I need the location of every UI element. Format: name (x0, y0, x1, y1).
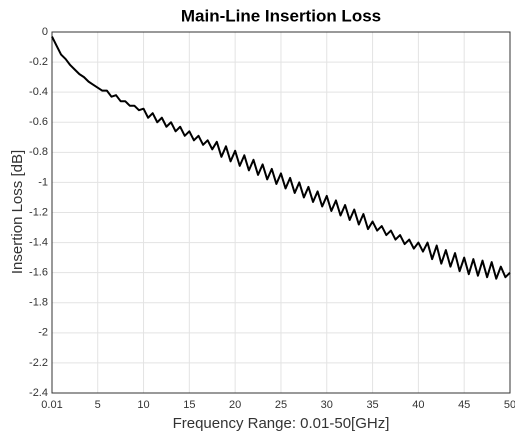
x-tick-label: 20 (229, 399, 241, 411)
x-tick-label: 50 (504, 399, 515, 411)
y-tick-label: -1.8 (29, 297, 48, 309)
x-tick-label: 40 (412, 399, 424, 411)
y-tick-label: -0.4 (29, 86, 48, 98)
chart-title: Main-Line Insertion Loss (181, 6, 381, 25)
x-axis-label: Frequency Range: 0.01-50[GHz] (173, 415, 390, 432)
data-line (51, 36, 511, 280)
y-tick-label: -1.2 (29, 206, 48, 218)
x-tick-label: 35 (366, 399, 378, 411)
y-axis-label: Insertion Loss [dB] (9, 150, 26, 274)
y-tick-label: -1.4 (29, 236, 48, 248)
y-tick-label: -1.6 (29, 267, 48, 279)
x-tick-label: 15 (183, 399, 195, 411)
y-tick-label: -0.2 (29, 56, 48, 68)
y-tick-label: -0.8 (29, 146, 48, 158)
x-tick-label: 25 (275, 399, 287, 411)
y-tick-label: 0 (42, 26, 48, 38)
y-tick-label: -2 (38, 327, 48, 339)
x-tick-label: 10 (137, 399, 149, 411)
x-tick-label: 5 (95, 399, 101, 411)
y-tick-label: -0.6 (29, 116, 48, 128)
plot-frame (51, 31, 511, 394)
x-tick-label: 30 (321, 399, 333, 411)
y-tick-label: -2.4 (29, 387, 48, 399)
y-tick-label: -2.2 (29, 357, 48, 369)
y-tick-label: -1 (38, 176, 48, 188)
x-tick-label: 0.01 (41, 399, 62, 411)
x-tick-label: 45 (458, 399, 470, 411)
